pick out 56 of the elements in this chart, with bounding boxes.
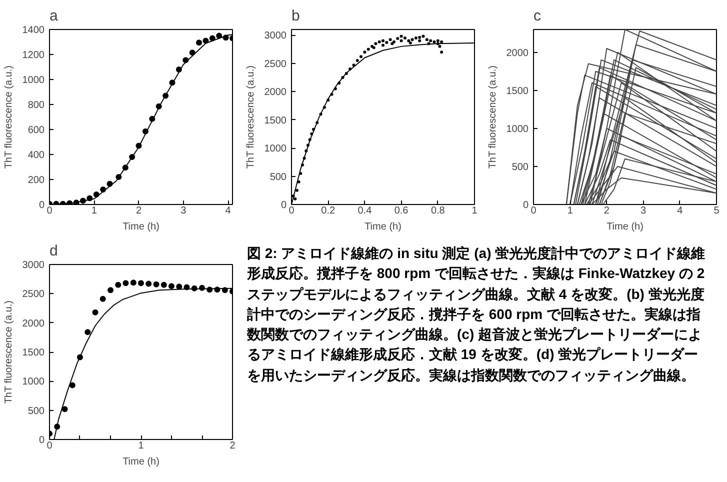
x-tick-label: 2 bbox=[230, 440, 236, 452]
x-tick-label: 0 bbox=[46, 206, 53, 216]
x-axis-title: Time (h) bbox=[122, 222, 160, 232]
x-tick-label: 0.8 bbox=[430, 206, 446, 216]
chart-title: a bbox=[50, 8, 58, 24]
x-tick-label: 1 bbox=[567, 206, 574, 216]
x-tick-label: 5 bbox=[714, 206, 720, 216]
y-tick-label: 2500 bbox=[264, 58, 287, 70]
x-tick-label: 4 bbox=[225, 206, 232, 216]
y-tick-label: 3000 bbox=[264, 30, 287, 42]
x-tick-label: 1 bbox=[91, 206, 98, 216]
x-tick-label: 4 bbox=[677, 206, 684, 216]
y-tick-label: 1200 bbox=[22, 50, 45, 61]
y-tick-label: 2000 bbox=[22, 318, 45, 330]
chart-title: d bbox=[50, 242, 58, 260]
x-axis-title: Time (h) bbox=[606, 222, 644, 232]
y-tick-label: 800 bbox=[28, 100, 45, 111]
x-tick-label: 0.6 bbox=[394, 206, 409, 216]
chart-title: c bbox=[534, 8, 542, 24]
y-tick-label: 1400 bbox=[22, 25, 45, 36]
y-tick-label: 1500 bbox=[506, 86, 529, 97]
text: 図 2: アミロイド線維の in situ 測定 (a) 蛍光光度計中でのアミロイド線維形成反応。撹拌子を 800 rpm で回転させた．実線は Finke-Watzkey の 2 ステップモデルによるフィッティング曲線。文献 4 を改変。(b) 蛍光光度計中でのシーディング反応．撹拌子を 600 rpm で回転させた。実線は指数関数でのフィッティング曲線。(c) 超音波と蛍光プレートリーダーによるアミロイド線維形成反応．文献 19 を改変。(d) 蛍光プレートリーダーを用いたシーディング反応。実線は指数関数でのフィッティング曲線。 bbox=[247, 244, 706, 385]
y-tick-label: 1000 bbox=[22, 376, 45, 388]
y-tick-label: 500 bbox=[512, 162, 529, 173]
y-axis-title: ThT fluorescence (a.u.) bbox=[3, 65, 14, 169]
x-tick-label: 0.4 bbox=[358, 206, 372, 216]
x-tick-label: 2 bbox=[136, 206, 142, 216]
x-tick-label: 3 bbox=[640, 206, 647, 216]
x-tick-label: 1 bbox=[138, 440, 144, 452]
y-tick-label: 2000 bbox=[264, 87, 287, 98]
y-tick-label: 400 bbox=[28, 150, 45, 161]
x-tick-label: 0 bbox=[530, 206, 537, 216]
x-tick-label: 0.2 bbox=[321, 206, 336, 216]
y-tick-label: 3000 bbox=[22, 260, 45, 271]
y-tick-label: 1000 bbox=[264, 144, 287, 155]
y-tick-label: 1500 bbox=[264, 115, 287, 126]
x-tick-label: 2 bbox=[604, 206, 610, 216]
y-axis-title: ThT fluorescence (a.u.) bbox=[487, 65, 498, 169]
y-tick-label: 2500 bbox=[22, 289, 45, 300]
x-tick-label: 0 bbox=[46, 440, 53, 452]
y-tick-label: 2000 bbox=[506, 48, 529, 59]
y-axis-title: ThT fluorescence (a.u.) bbox=[3, 300, 14, 404]
chart-title: b bbox=[292, 8, 300, 24]
y-tick-label: 200 bbox=[28, 175, 45, 186]
x-tick-label: 0 bbox=[288, 206, 295, 216]
x-axis-title: Time (h) bbox=[122, 456, 160, 468]
x-tick-label: 1 bbox=[472, 206, 478, 216]
x-tick-label: 3 bbox=[180, 206, 187, 216]
y-tick-label: 1000 bbox=[22, 75, 45, 86]
y-tick-label: 1500 bbox=[22, 348, 45, 358]
y-axis-title: ThT fluorescence (a.u.) bbox=[245, 65, 256, 169]
y-tick-label: 600 bbox=[28, 125, 45, 136]
y-tick-label: 500 bbox=[270, 172, 287, 183]
y-tick-label: 500 bbox=[28, 406, 45, 417]
y-tick-label: 1000 bbox=[506, 124, 529, 135]
x-axis-title: Time (h) bbox=[364, 222, 402, 232]
